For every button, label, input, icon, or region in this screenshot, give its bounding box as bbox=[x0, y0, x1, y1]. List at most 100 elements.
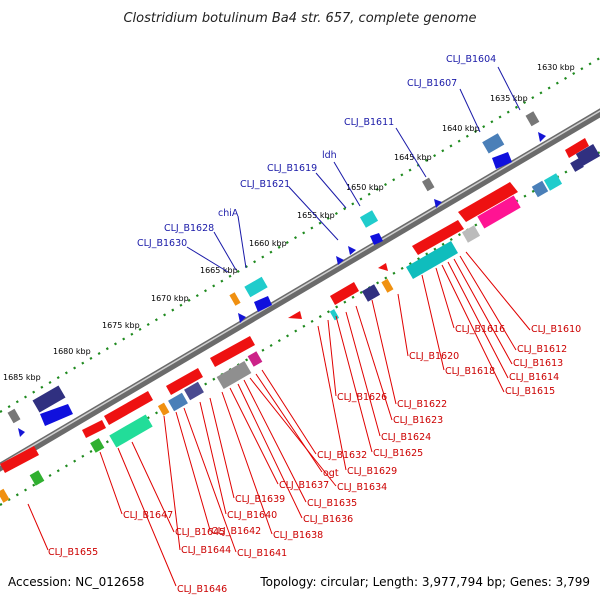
gene-arrow-forward[interactable] bbox=[412, 220, 464, 255]
gene-feature[interactable] bbox=[575, 143, 600, 167]
gene-label[interactable]: CLJ_B1614 bbox=[509, 372, 559, 383]
gene-label[interactable]: CLJ_B1604 bbox=[446, 54, 496, 65]
gene-label[interactable]: CLJ_B1634 bbox=[337, 482, 387, 493]
gene-label[interactable]: CLJ_B1619 bbox=[267, 163, 317, 174]
gene-arrow-forward[interactable] bbox=[0, 446, 39, 473]
gene-label[interactable]: CLJ_B1616 bbox=[455, 324, 505, 335]
leader-line bbox=[243, 379, 307, 503]
leader-line bbox=[395, 127, 427, 178]
gene-feature[interactable] bbox=[361, 284, 381, 302]
gene-label[interactable]: CLJ_B1624 bbox=[381, 432, 431, 443]
gene-label[interactable]: CLJ_B1622 bbox=[397, 399, 447, 410]
gene-feature[interactable] bbox=[216, 360, 252, 390]
gene-feature[interactable] bbox=[477, 195, 521, 229]
gene-label[interactable]: CLJ_B1636 bbox=[303, 514, 353, 525]
kbp-tick-label: 1685 kbp bbox=[3, 373, 41, 382]
gene-arrow-reverse[interactable] bbox=[348, 246, 356, 255]
gene-feature[interactable] bbox=[32, 385, 66, 413]
gene-feature[interactable] bbox=[29, 470, 45, 486]
gene-label[interactable]: ldh bbox=[322, 150, 337, 161]
leader-line bbox=[288, 186, 339, 241]
gene-label[interactable]: CLJ_B1615 bbox=[505, 386, 555, 397]
kbp-tick-label: 1650 kbp bbox=[346, 183, 384, 192]
gene-label[interactable]: ogt bbox=[323, 468, 339, 479]
gene-label[interactable]: CLJ_B1625 bbox=[373, 448, 423, 459]
gene-arrow-forward[interactable] bbox=[565, 138, 589, 158]
gene-feature[interactable] bbox=[168, 392, 188, 412]
gene-label[interactable]: chiA bbox=[218, 208, 239, 219]
gene-arrow-forward[interactable] bbox=[288, 311, 302, 319]
gene-feature[interactable] bbox=[381, 278, 394, 293]
gene-arrow-reverse[interactable] bbox=[538, 132, 546, 142]
leader-line bbox=[397, 293, 409, 357]
gene-feature[interactable] bbox=[482, 133, 505, 154]
gene-label[interactable]: CLJ_B1618 bbox=[445, 366, 495, 377]
gene-label[interactable]: CLJ_B1640 bbox=[227, 510, 277, 521]
gene-label[interactable]: CLJ_B1612 bbox=[517, 344, 567, 355]
gene-arrow-forward[interactable] bbox=[104, 391, 153, 425]
gene-label[interactable]: CLJ_B1629 bbox=[347, 466, 397, 477]
gene-arrow-reverse[interactable] bbox=[336, 256, 344, 265]
gene-feature[interactable] bbox=[359, 210, 379, 228]
gene-label[interactable]: CLJ_B1638 bbox=[273, 530, 323, 541]
kbp-tick-label: 1660 kbp bbox=[249, 239, 287, 248]
gene-feature[interactable] bbox=[157, 402, 170, 416]
gene-feature[interactable] bbox=[405, 240, 459, 280]
leader-line bbox=[117, 447, 177, 587]
outer-gene-labels: CLJ_B1604 CLJ_B1607 CLJ_B1611 ldh CLJ_B1… bbox=[137, 54, 521, 273]
gene-feature[interactable] bbox=[370, 233, 383, 245]
gene-arrow-reverse[interactable] bbox=[238, 313, 246, 323]
gene-label[interactable]: CLJ_B1613 bbox=[513, 358, 563, 369]
gene-feature[interactable] bbox=[525, 111, 540, 127]
gene-label[interactable]: CLJ_B1641 bbox=[237, 548, 287, 559]
gene-label[interactable]: CLJ_B1607 bbox=[407, 78, 457, 89]
gene-feature[interactable] bbox=[570, 158, 584, 172]
gene-feature[interactable] bbox=[40, 404, 73, 426]
gene-arrow-forward[interactable] bbox=[458, 182, 518, 222]
gene-feature[interactable] bbox=[247, 351, 263, 367]
gene-label[interactable]: CLJ_B1646 bbox=[177, 584, 227, 595]
gene-feature[interactable] bbox=[492, 152, 512, 169]
gene-arrow-forward[interactable] bbox=[210, 336, 255, 367]
gene-feature[interactable] bbox=[461, 225, 481, 243]
gene-feature[interactable] bbox=[531, 180, 549, 198]
genome-backbone bbox=[0, 108, 600, 472]
gene-label[interactable]: CLJ_B1626 bbox=[337, 392, 387, 403]
gene-label[interactable]: CLJ_B1644 bbox=[181, 545, 231, 556]
gene-label[interactable]: CLJ_B1642 bbox=[211, 526, 261, 537]
gene-feature[interactable] bbox=[543, 173, 563, 191]
gene-label[interactable]: CLJ_B1621 bbox=[240, 179, 290, 190]
gene-label[interactable]: CLJ_B1632 bbox=[317, 450, 367, 461]
leader-line bbox=[131, 441, 175, 533]
gene-feature[interactable] bbox=[90, 438, 105, 453]
outer-gene-track bbox=[7, 111, 546, 437]
gene-label[interactable]: CLJ_B1639 bbox=[235, 494, 285, 505]
gene-label[interactable]: CLJ_B1655 bbox=[48, 547, 98, 558]
gene-feature[interactable] bbox=[422, 177, 435, 192]
gene-label[interactable]: CLJ_B1611 bbox=[344, 117, 394, 128]
gene-label[interactable]: CLJ_B1637 bbox=[279, 480, 329, 491]
gene-label[interactable]: CLJ_B1647 bbox=[123, 510, 173, 521]
gene-arrow-forward[interactable] bbox=[82, 420, 106, 438]
gene-feature[interactable] bbox=[329, 309, 340, 321]
gene-feature[interactable] bbox=[254, 296, 272, 312]
gene-feature[interactable] bbox=[0, 488, 10, 503]
gene-arrow-forward[interactable] bbox=[378, 263, 388, 271]
gene-arrow-reverse[interactable] bbox=[434, 199, 442, 208]
gene-feature[interactable] bbox=[244, 276, 268, 298]
gene-feature[interactable] bbox=[109, 414, 153, 448]
gene-label[interactable]: CLJ_B1635 bbox=[307, 498, 357, 509]
gene-label[interactable]: CLJ_B1610 bbox=[531, 324, 581, 335]
gene-label[interactable]: CLJ_B1620 bbox=[409, 351, 459, 362]
gene-arrow-forward[interactable] bbox=[330, 282, 359, 305]
gene-label[interactable]: CLJ_B1630 bbox=[137, 238, 187, 249]
gene-label[interactable]: CLJ_B1645 bbox=[175, 527, 225, 538]
gene-label[interactable]: CLJ_B1628 bbox=[164, 223, 214, 234]
gene-arrow-forward[interactable] bbox=[166, 368, 203, 395]
gene-label[interactable]: CLJ_B1623 bbox=[393, 415, 443, 426]
gene-feature[interactable] bbox=[184, 381, 204, 401]
gene-arrow-reverse[interactable] bbox=[18, 428, 25, 437]
gene-feature[interactable] bbox=[229, 292, 241, 306]
gene-feature[interactable] bbox=[7, 408, 21, 424]
